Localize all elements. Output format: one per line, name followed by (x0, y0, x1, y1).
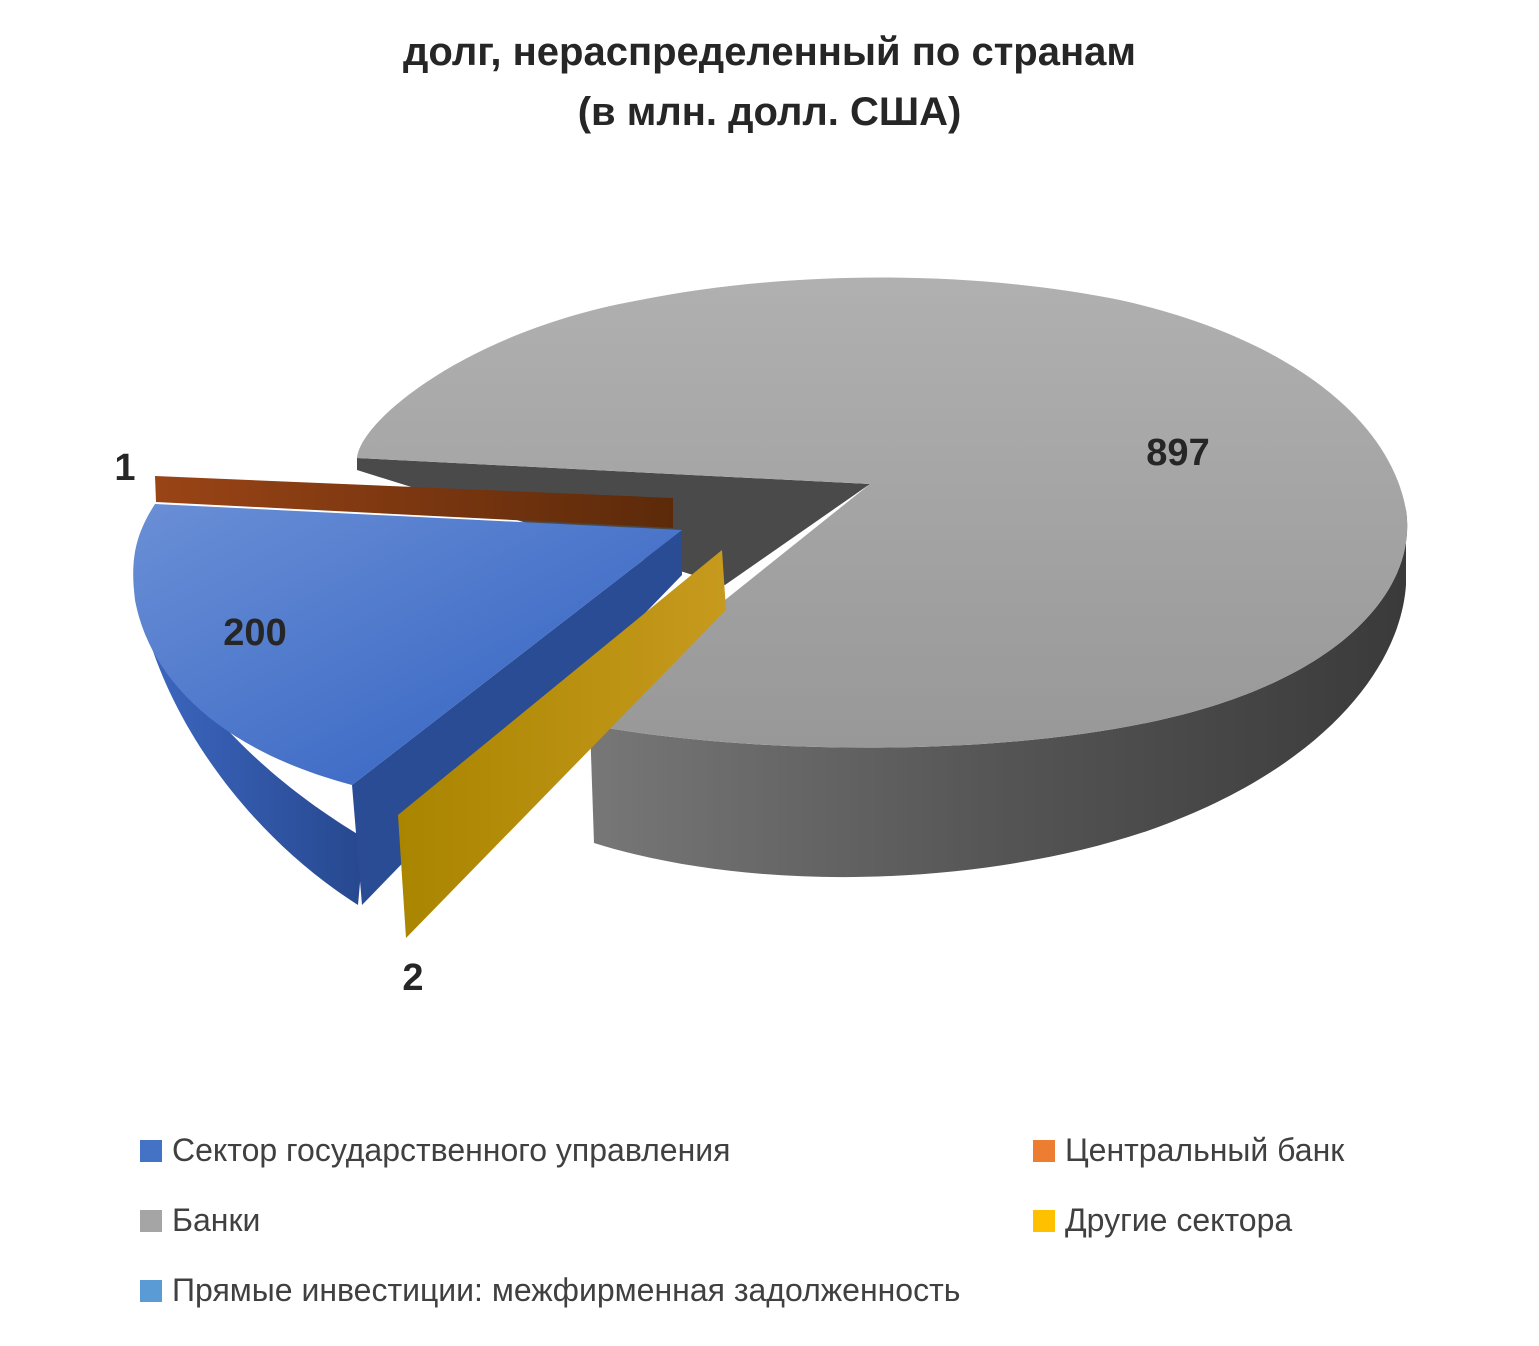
chart-subtitle: (в млн. долл. США) (577, 90, 962, 134)
data-label-1: 1 (114, 447, 135, 489)
data-label-0: 200 (223, 612, 286, 654)
slice-banki-side (590, 510, 1408, 878)
data-label-2: 897 (1146, 432, 1209, 474)
slice-centralnyi-bank (155, 476, 673, 528)
data-label-3: 2 (402, 957, 423, 999)
slice-sektor-side (135, 575, 364, 905)
chart-title-block: долг, нераспределенный по странам (в млн… (0, 22, 1539, 142)
slice-drugie-sektora (398, 550, 726, 938)
chart-title: долг, нераспределенный по странам (403, 30, 1136, 74)
slice-sektor (133, 504, 682, 785)
slice-banki (357, 277, 1408, 748)
